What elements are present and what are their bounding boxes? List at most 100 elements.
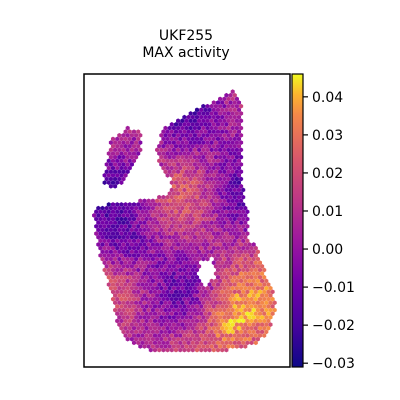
tissue-spot	[119, 143, 124, 149]
tissue-spot	[201, 227, 206, 233]
tissue-spot	[125, 278, 130, 284]
tissue-spot	[251, 314, 256, 320]
tissue-spot	[144, 223, 149, 229]
tissue-spot	[129, 234, 134, 240]
tissue-spot	[230, 103, 235, 109]
tissue-spot	[230, 176, 235, 182]
tissue-spot	[226, 293, 231, 298]
tissue-spot	[108, 162, 113, 167]
tissue-spot	[115, 231, 120, 236]
tissue-spot	[173, 245, 179, 251]
tissue-spot	[106, 173, 111, 178]
tissue-spot	[226, 169, 231, 175]
tissue-spot	[131, 253, 137, 258]
tissue-spot	[159, 307, 164, 313]
tissue-spot	[169, 260, 174, 266]
tissue-spot	[176, 271, 181, 276]
tissue-spot	[127, 143, 132, 149]
tissue-spot	[211, 136, 216, 142]
tissue-spot	[232, 253, 237, 258]
tissue-spot	[213, 249, 218, 255]
tissue-spot	[117, 271, 122, 276]
tissue-spot	[127, 274, 132, 280]
tissue-spot	[131, 274, 137, 280]
tissue-spot	[218, 285, 223, 291]
tissue-spot	[194, 304, 200, 309]
tissue-spot	[163, 242, 168, 247]
tissue-spot	[272, 300, 277, 306]
tissue-spot	[113, 264, 118, 269]
tissue-spot	[106, 165, 111, 171]
tissue-spot	[226, 322, 231, 327]
tissue-spot	[213, 220, 218, 226]
tissue-spot	[215, 282, 221, 287]
tissue-spot	[218, 271, 223, 276]
tissue-spot	[220, 333, 225, 338]
tissue-spot	[209, 213, 214, 218]
tissue-spot	[218, 147, 223, 153]
tissue-spot	[239, 307, 244, 313]
tissue-spot	[182, 231, 187, 236]
tissue-spot	[218, 213, 223, 218]
tissue-spot	[167, 242, 172, 247]
tissue-spot	[262, 325, 267, 331]
tissue-spot	[184, 234, 189, 240]
tissue-spot	[199, 340, 204, 346]
tissue-spot	[176, 278, 181, 284]
tissue-spot	[211, 253, 216, 258]
tissue-spot	[171, 314, 176, 320]
tissue-spot	[228, 304, 233, 309]
tissue-spot	[224, 289, 229, 295]
tissue-spot	[213, 242, 218, 247]
tissue-spot	[102, 180, 107, 185]
tissue-spot	[159, 256, 164, 262]
tissue-spot	[178, 304, 183, 309]
tissue-spot	[159, 242, 164, 247]
tissue-spot	[226, 300, 231, 306]
tissue-spot	[125, 154, 130, 160]
tissue-spot	[171, 140, 176, 145]
tissue-spot	[180, 162, 185, 167]
tissue-spot	[119, 296, 124, 302]
tissue-spot	[201, 314, 206, 320]
tissue-spot	[146, 285, 151, 291]
tissue-spot	[171, 242, 176, 247]
tissue-spot	[245, 253, 250, 258]
tissue-spot	[220, 143, 225, 149]
tissue-spot	[224, 347, 229, 353]
tissue-spot	[226, 176, 231, 182]
tissue-spot	[110, 136, 116, 142]
tissue-spot	[110, 202, 116, 207]
tissue-spot	[155, 147, 160, 153]
tissue-spot	[230, 278, 235, 284]
tissue-spot	[142, 213, 147, 218]
tissue-spot	[211, 347, 216, 353]
tissue-spot	[251, 271, 256, 276]
tissue-spot	[194, 209, 200, 215]
tissue-spot	[150, 198, 155, 204]
tissue-spot	[215, 202, 221, 207]
tissue-spot	[257, 311, 263, 317]
tissue-spot	[241, 311, 246, 317]
tissue-spot	[110, 231, 116, 236]
tissue-spot	[199, 231, 204, 236]
tissue-spot	[207, 216, 212, 222]
tissue-spot	[190, 223, 195, 229]
tissue-spot	[222, 103, 227, 109]
tissue-spot	[121, 293, 126, 298]
tissue-spot	[215, 231, 221, 236]
tissue-spot	[142, 314, 147, 320]
tissue-spot	[249, 318, 254, 324]
tissue-spot	[213, 285, 218, 291]
tissue-spot	[127, 202, 132, 207]
tissue-spot	[188, 242, 193, 247]
tissue-spot	[180, 285, 185, 291]
tissue-spot	[213, 344, 218, 349]
tissue-spot	[152, 223, 158, 229]
tissue-spot	[150, 249, 155, 255]
tissue-spot	[159, 220, 164, 226]
tissue-spot	[230, 249, 235, 255]
tissue-spot	[197, 256, 202, 262]
tissue-spot	[182, 173, 187, 178]
tissue-spot	[115, 143, 120, 149]
